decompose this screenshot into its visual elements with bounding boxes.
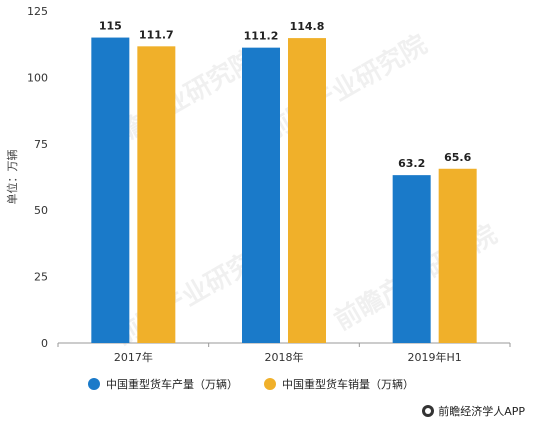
x-tick-label: 2019年H1 [408,350,462,364]
data-label: 114.8 [290,20,325,33]
legend-marker-sales [264,378,276,390]
bar-sales-1[interactable] [288,38,326,344]
y-tick-label: 0 [41,337,48,350]
bars-layer: 115 111.7 111.2 114.8 63.2 65.6 [91,20,477,344]
x-tick-label: 2017年 [114,350,153,364]
y-axis-ticks: 0 25 50 75 100 125 [27,5,48,350]
y-tick-label: 25 [34,271,48,284]
bar-production-2[interactable] [392,175,431,343]
chart-legend: 中国重型货车产量（万辆） 中国重型货车销量（万辆） [88,376,414,392]
legend-marker-production [88,378,100,390]
x-axis-ticks: 2017年 2018年 2019年H1 [57,343,511,364]
y-tick-label: 100 [27,71,48,84]
y-tick-label: 125 [27,5,48,18]
data-label: 111.7 [139,28,174,41]
bar-production-1[interactable] [242,47,280,343]
y-tick-label: 75 [34,138,48,151]
brand-logo-icon [422,405,435,417]
data-label: 115 [99,20,122,33]
y-tick-label: 50 [34,204,48,217]
bar-production-0[interactable] [91,37,130,344]
legend-label-production: 中国重型货车产量（万辆） [106,378,238,391]
brand-footer: 前瞻经济学人APP [422,403,525,419]
bar-sales-2[interactable] [438,168,477,343]
watermark-text: 前瞻产业研究院 [259,29,432,147]
bar-chart: 前瞻产业研究院前瞻产业研究院前瞻产业研究院前瞻产业研究院 单位：万辆 02550… [5,5,511,364]
data-label: 63.2 [398,157,425,170]
x-tick-label: 2018年 [265,350,304,364]
legend-item-sales[interactable]: 中国重型货车销量（万辆） [264,376,414,392]
bar-sales-0[interactable] [137,46,176,343]
legend-item-production[interactable]: 中国重型货车产量（万辆） [88,376,238,392]
y-axis-label: 单位：万辆 [5,150,19,205]
legend-label-sales: 中国重型货车销量（万辆） [282,378,414,391]
data-label: 65.6 [444,151,471,164]
brand-text: 前瞻经济学人APP [438,405,525,418]
data-label: 111.2 [244,30,279,43]
